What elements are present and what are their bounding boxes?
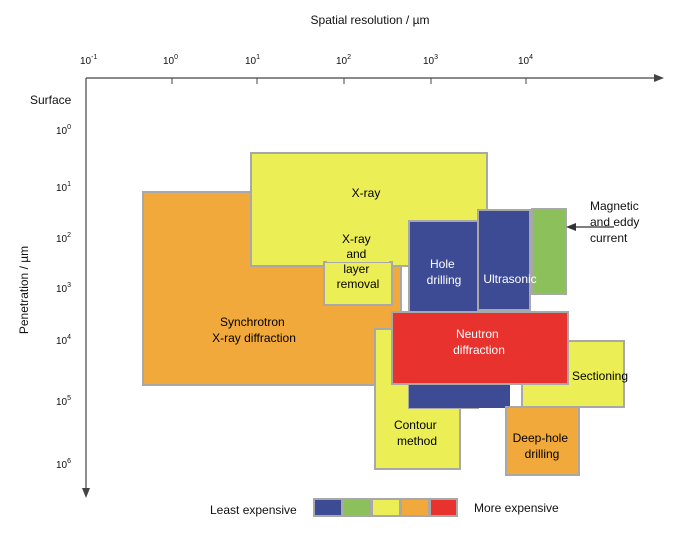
method-sectioning-label: Sectioning	[572, 369, 628, 383]
method-ultrasonic	[477, 209, 531, 311]
y-tick-label: 105	[56, 395, 71, 408]
x-axis-ticks	[171, 78, 527, 84]
legend-swatch	[400, 498, 430, 517]
y-axis-tick-labels: 100 101 102 103 104 105 106	[56, 124, 71, 471]
legend-more-label: More expensive	[474, 501, 559, 515]
y-tick-label: 104	[56, 334, 71, 347]
y-tick-label: 102	[56, 232, 71, 245]
x-tick-label: 104	[518, 54, 533, 67]
callout-arrow-icon	[566, 223, 576, 231]
method-contour-label: Contour method	[394, 418, 440, 448]
legend-swatch	[313, 498, 343, 517]
x-tick-label: 101	[245, 54, 260, 67]
method-magnetic-label: Magnetic and eddy current	[590, 199, 643, 245]
x-tick-label: 100	[163, 54, 178, 67]
x-tick-label: 10-1	[80, 54, 97, 67]
legend-least-label: Least expensive	[210, 503, 297, 517]
x-axis-title: Spatial resolution / µm	[311, 13, 430, 27]
surface-label: Surface	[30, 93, 72, 107]
y-tick-label: 101	[56, 181, 71, 194]
method-ultrasonic-label: Ultrasonic	[483, 272, 536, 286]
method-xray-layer-removal: X-ray and layer removal	[323, 228, 393, 306]
method-neutron	[391, 311, 569, 385]
method-neutron-label: Neutron diffraction	[453, 327, 505, 357]
y-tick-label: 103	[56, 282, 71, 295]
method-xray-layer-removal-label: X-ray and layer removal	[337, 232, 380, 291]
legend-swatch	[371, 498, 401, 517]
legend-swatch	[429, 498, 458, 517]
method-hole-drilling-label: Hole drilling	[427, 257, 462, 287]
legend-swatch	[342, 498, 372, 517]
x-tick-label: 103	[423, 54, 438, 67]
x-tick-label: 102	[336, 54, 351, 67]
y-tick-label: 100	[56, 124, 71, 137]
method-synchrotron-label: Synchrotron X-ray diffraction	[212, 315, 296, 345]
cost-legend	[313, 498, 458, 517]
method-magnetic	[531, 208, 567, 295]
method-deep-hole	[505, 406, 580, 476]
x-axis-tick-labels: 10-1 100 101 102 103 104	[80, 54, 533, 67]
y-tick-label: 106	[56, 458, 71, 471]
method-deep-hole-label: Deep-hole drilling	[513, 431, 572, 461]
y-axis-arrow-icon	[82, 488, 90, 498]
y-axis-title: Penetration / µm	[17, 246, 31, 334]
x-axis-arrow-icon	[654, 74, 664, 82]
method-xray-label: X-ray	[352, 186, 381, 200]
